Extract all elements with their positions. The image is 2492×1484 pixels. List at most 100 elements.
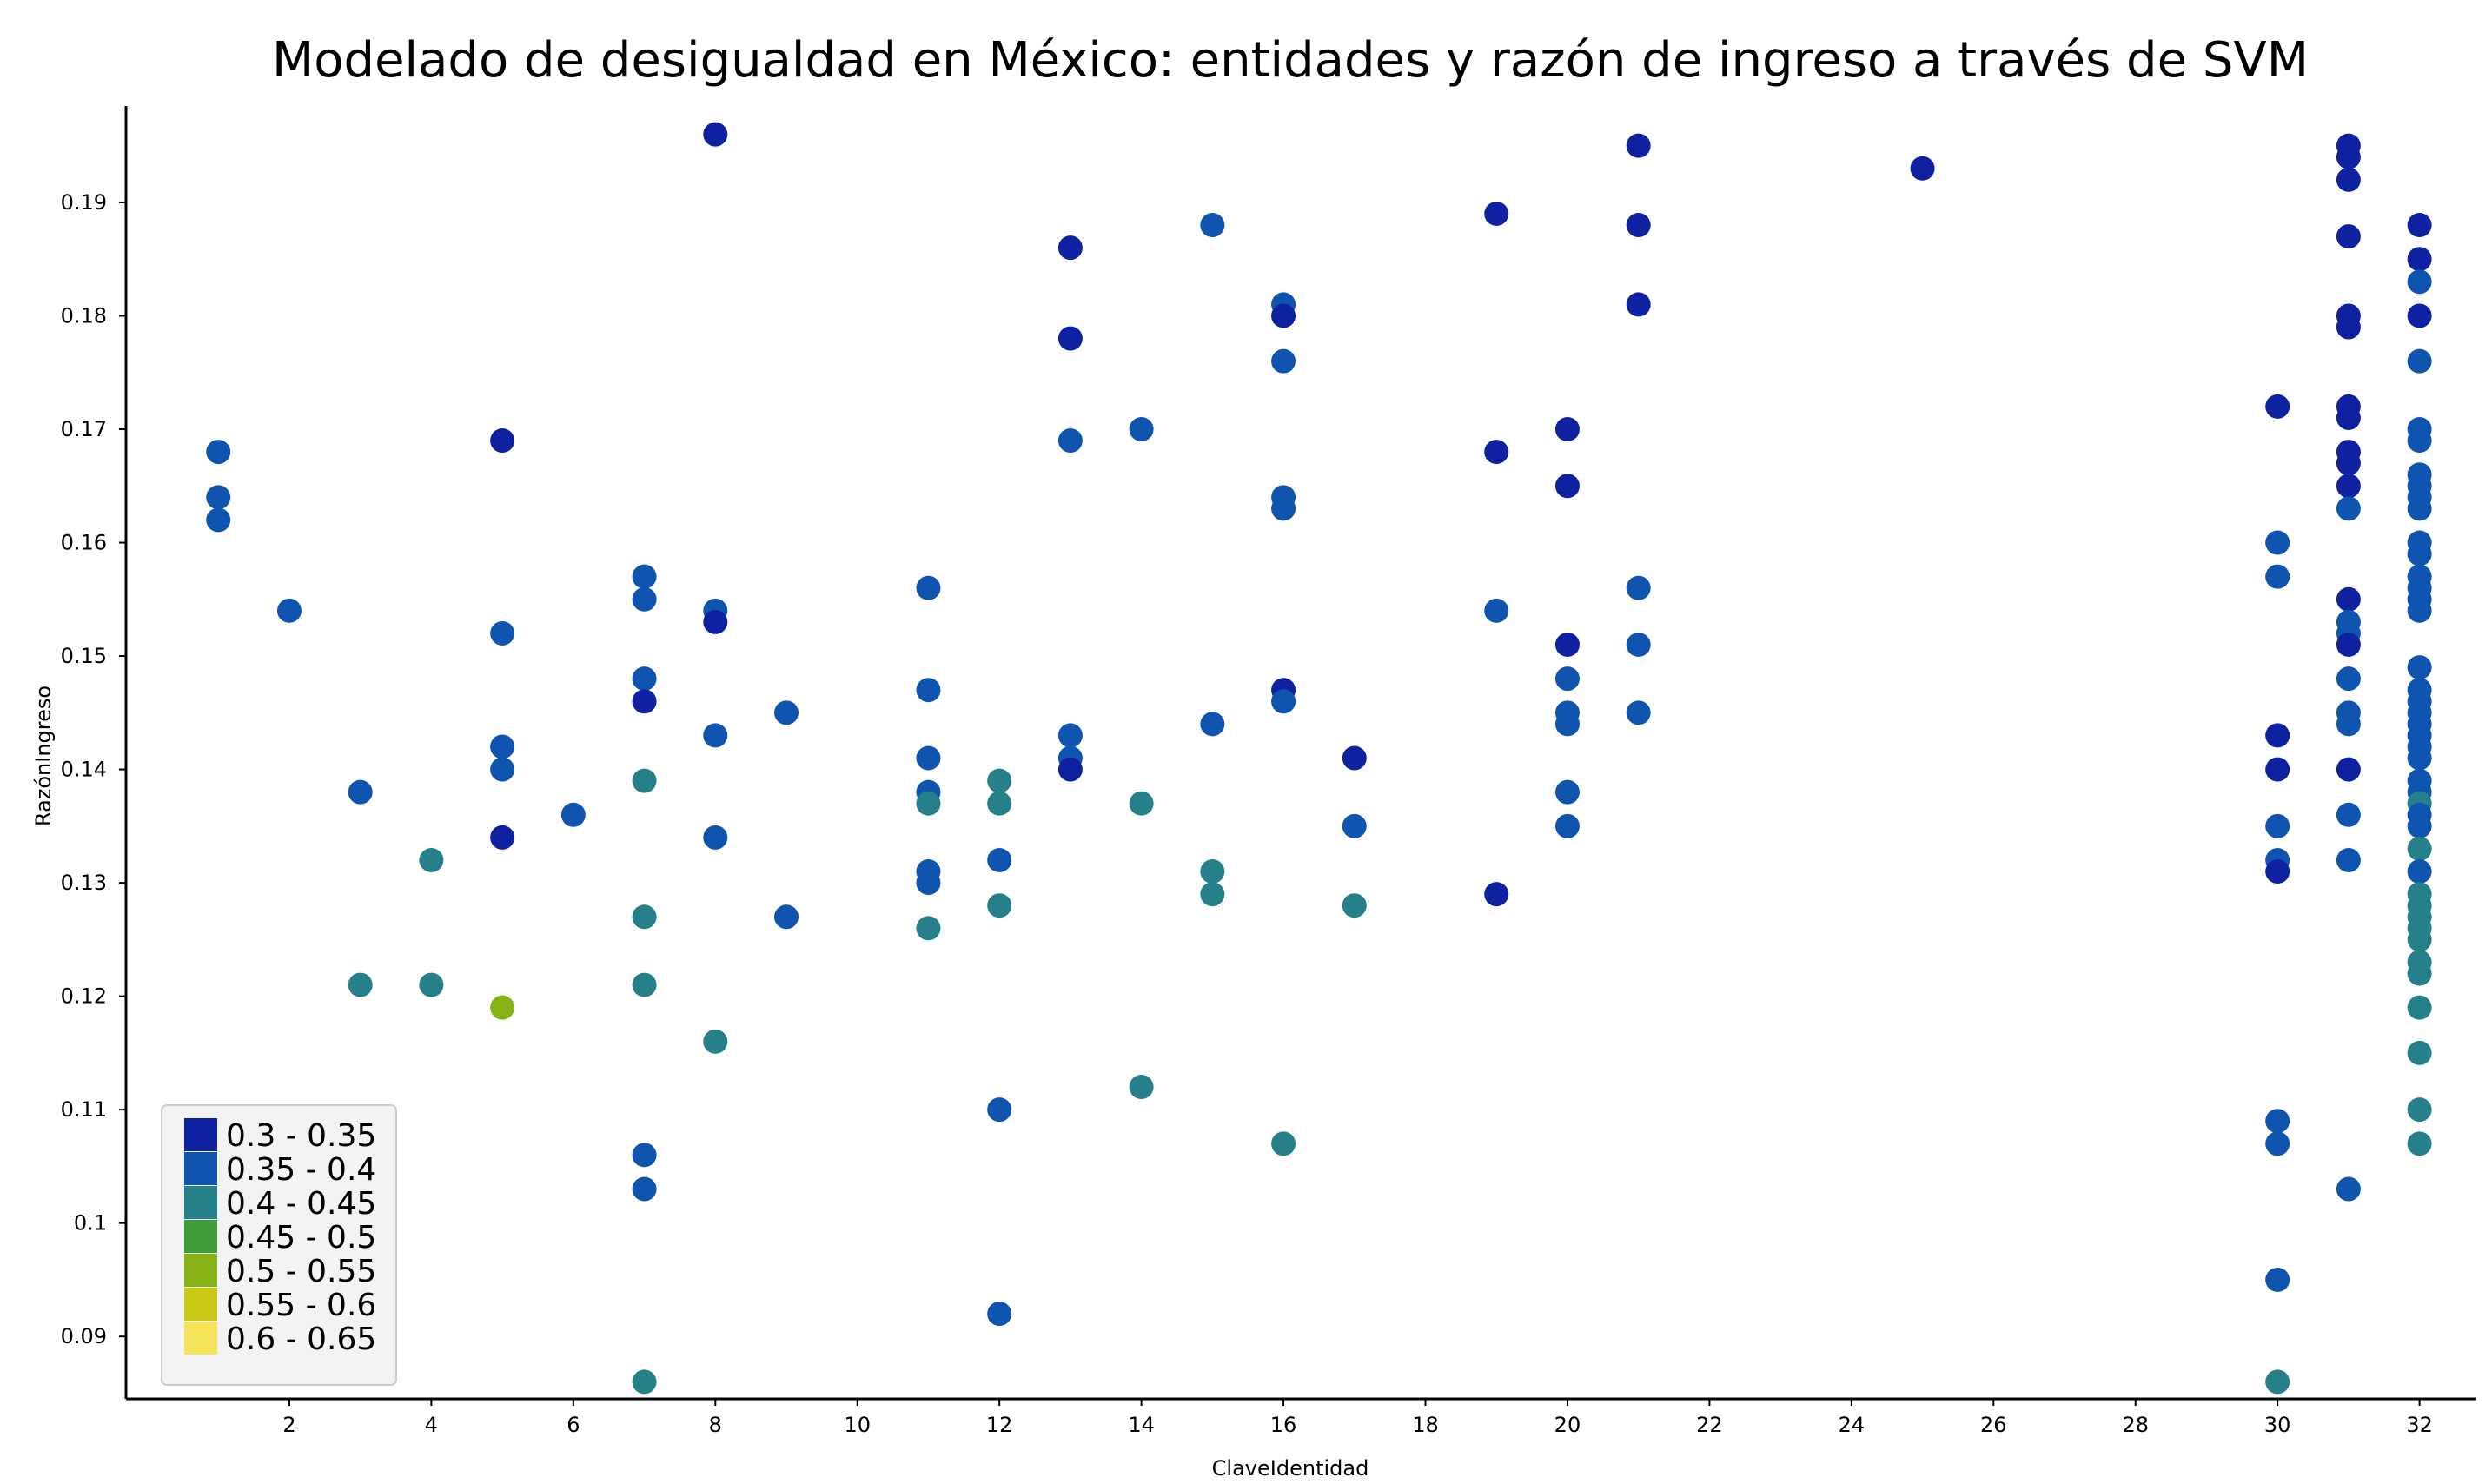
data-point xyxy=(987,1302,1012,1327)
data-point xyxy=(632,564,657,589)
x-tick-label: 24 xyxy=(1839,1413,1866,1437)
y-ticks: 0.09 0.1 0.11 0.12 0.13 0.14 0.15 0.16 0.17 0.18 0… xyxy=(61,190,126,1348)
x-tick-label: 18 xyxy=(1412,1413,1439,1437)
data-point xyxy=(2265,813,2290,838)
x-tick-label: 4 xyxy=(425,1413,438,1437)
data-point xyxy=(987,791,1012,816)
data-point xyxy=(2265,859,2290,884)
data-point xyxy=(1626,700,1651,725)
y-tick-label: 0.1 xyxy=(74,1211,107,1236)
data-point xyxy=(2407,961,2432,986)
data-point xyxy=(1342,745,1367,771)
data-point xyxy=(2336,848,2361,872)
data-point xyxy=(2407,813,2432,838)
data-point xyxy=(2407,836,2432,861)
y-tick-label: 0.17 xyxy=(61,417,107,441)
data-point xyxy=(1129,417,1154,441)
data-point xyxy=(2336,712,2361,737)
x-tick-label: 26 xyxy=(1980,1413,2007,1437)
data-point xyxy=(632,1369,657,1395)
y-tick-label: 0.09 xyxy=(61,1324,107,1348)
y-tick-label: 0.16 xyxy=(61,531,107,555)
data-point xyxy=(2336,224,2361,249)
data-point xyxy=(1484,202,1509,226)
data-point xyxy=(1554,813,1580,838)
legend-label: 0.5 - 0.55 xyxy=(226,1254,376,1289)
data-point xyxy=(490,428,515,454)
data-point xyxy=(1554,712,1580,737)
data-point xyxy=(1626,575,1651,600)
data-point xyxy=(1057,235,1083,261)
legend-swatch xyxy=(184,1288,217,1321)
data-point xyxy=(348,972,373,997)
data-point xyxy=(632,904,657,930)
data-point xyxy=(1129,791,1154,816)
legend-swatch xyxy=(184,1220,217,1253)
data-point xyxy=(419,972,444,997)
x-tick-label: 22 xyxy=(1696,1413,1723,1437)
data-point xyxy=(490,620,515,646)
data-point xyxy=(2407,598,2432,623)
legend-box xyxy=(161,1104,397,1386)
legend-swatch xyxy=(184,1254,217,1287)
data-point xyxy=(2336,802,2361,827)
data-point xyxy=(1626,133,1651,158)
data-point xyxy=(490,734,515,759)
data-point xyxy=(1626,633,1651,657)
x-tick-label: 20 xyxy=(1554,1413,1581,1437)
legend-swatch xyxy=(184,1186,217,1219)
data-point xyxy=(2407,1097,2432,1123)
data-point xyxy=(2265,757,2290,782)
data-point xyxy=(276,598,302,623)
data-point xyxy=(2265,723,2290,748)
data-point xyxy=(2336,451,2361,476)
y-tick-label: 0.14 xyxy=(61,758,107,782)
data-point xyxy=(2265,530,2290,555)
data-point xyxy=(1200,859,1225,884)
data-point xyxy=(2336,1176,2361,1202)
data-point xyxy=(703,122,728,147)
data-point xyxy=(2265,1109,2290,1134)
data-point xyxy=(916,916,941,941)
data-point xyxy=(2336,144,2361,169)
data-point xyxy=(2407,1131,2432,1156)
data-point xyxy=(490,757,515,782)
y-tick-label: 0.12 xyxy=(61,984,107,1009)
y-tick-label: 0.18 xyxy=(61,303,107,328)
data-point xyxy=(348,779,373,805)
data-point xyxy=(2407,655,2432,680)
legend-swatch xyxy=(184,1152,217,1185)
data-point xyxy=(632,768,657,793)
legend-swatch xyxy=(184,1322,217,1355)
data-point xyxy=(1129,1075,1154,1100)
legend-label: 0.6 - 0.65 xyxy=(226,1322,376,1357)
x-tick-label: 32 xyxy=(2406,1413,2433,1437)
data-point xyxy=(2336,586,2361,612)
data-point xyxy=(2265,394,2290,419)
data-point xyxy=(2265,564,2290,589)
data-point xyxy=(632,1176,657,1202)
data-point xyxy=(1342,813,1367,838)
legend-label: 0.3 - 0.35 xyxy=(226,1118,376,1154)
data-point xyxy=(632,586,657,612)
data-point xyxy=(2336,633,2361,657)
x-ticks: 2 4 6 8 10 12 14 16 18 20 22 24 26 28 30 32 xyxy=(282,1399,2433,1437)
data-point xyxy=(1200,712,1225,737)
data-point xyxy=(2407,269,2432,295)
data-point xyxy=(632,972,657,997)
data-point xyxy=(1200,882,1225,907)
data-point xyxy=(632,1143,657,1168)
data-point xyxy=(2265,1369,2290,1395)
data-point xyxy=(987,1097,1012,1123)
data-point xyxy=(1271,1131,1296,1156)
data-point xyxy=(916,871,941,896)
data-point xyxy=(916,678,941,703)
y-axis-label: RazónIngreso xyxy=(31,686,56,826)
data-point xyxy=(1554,417,1580,441)
data-point xyxy=(2336,666,2361,692)
x-tick-label: 16 xyxy=(1270,1413,1297,1437)
data-point xyxy=(987,768,1012,793)
data-point xyxy=(560,802,586,827)
